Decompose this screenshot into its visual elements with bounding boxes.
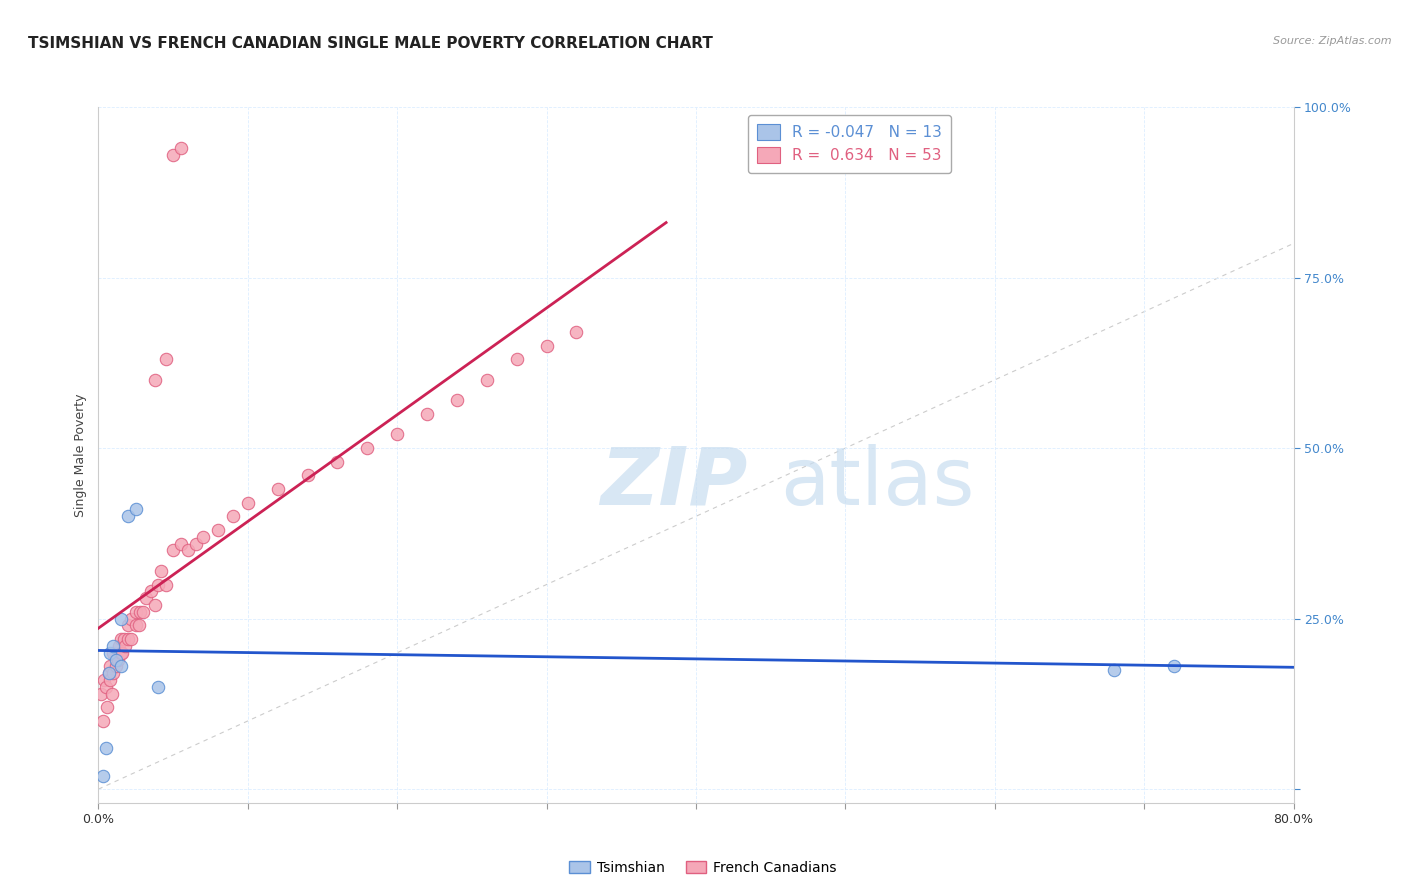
Point — [184, 536, 207, 550]
Point — [143, 373, 166, 387]
Point — [112, 632, 135, 646]
Point — [177, 543, 200, 558]
Point — [100, 673, 122, 687]
Point — [125, 618, 148, 632]
Point — [110, 659, 132, 673]
Point — [356, 441, 378, 455]
Point — [91, 768, 114, 782]
Point — [297, 468, 319, 483]
Text: Source: ZipAtlas.com: Source: ZipAtlas.com — [1274, 36, 1392, 45]
Point — [97, 666, 120, 681]
Point — [107, 652, 129, 666]
Point — [129, 605, 152, 619]
Point — [128, 618, 150, 632]
Point — [148, 680, 170, 694]
Point — [267, 482, 290, 496]
Point — [120, 612, 142, 626]
Point — [155, 352, 177, 367]
Point — [100, 659, 122, 673]
Point — [475, 373, 498, 387]
Point — [125, 605, 148, 619]
Point — [94, 741, 117, 756]
Point — [385, 427, 409, 442]
Legend: Tsimshian, French Canadians: Tsimshian, French Canadians — [564, 855, 842, 880]
Point — [162, 543, 184, 558]
Point — [103, 666, 125, 681]
Y-axis label: Single Male Poverty: Single Male Poverty — [73, 393, 87, 516]
Point — [139, 584, 162, 599]
Point — [506, 352, 529, 367]
Point — [148, 577, 170, 591]
Point — [96, 700, 118, 714]
Point — [120, 632, 142, 646]
Point — [110, 632, 132, 646]
Point — [222, 509, 245, 524]
Point — [114, 639, 136, 653]
Point — [132, 605, 155, 619]
Point — [90, 687, 112, 701]
Point — [110, 612, 132, 626]
Point — [162, 148, 184, 162]
Point — [150, 564, 173, 578]
Point — [446, 393, 468, 408]
Point — [135, 591, 157, 606]
Point — [125, 502, 148, 516]
Point — [105, 659, 128, 673]
Point — [103, 646, 125, 660]
Point — [97, 666, 120, 681]
Point — [191, 530, 214, 544]
Point — [326, 455, 349, 469]
Point — [1163, 659, 1185, 673]
Point — [91, 714, 114, 728]
Point — [143, 598, 166, 612]
Point — [155, 577, 177, 591]
Point — [105, 652, 128, 666]
Point — [101, 687, 124, 701]
Text: ZIP: ZIP — [600, 443, 748, 522]
Point — [117, 618, 139, 632]
Point — [1104, 663, 1126, 677]
Point — [536, 339, 558, 353]
Point — [565, 325, 588, 339]
Point — [100, 646, 122, 660]
Point — [169, 141, 191, 155]
Point — [108, 639, 131, 653]
Point — [236, 496, 259, 510]
Point — [103, 639, 125, 653]
Point — [416, 407, 439, 421]
Text: TSIMSHIAN VS FRENCH CANADIAN SINGLE MALE POVERTY CORRELATION CHART: TSIMSHIAN VS FRENCH CANADIAN SINGLE MALE… — [28, 36, 713, 51]
Point — [110, 646, 132, 660]
Point — [117, 509, 139, 524]
Point — [111, 646, 134, 660]
Point — [94, 680, 117, 694]
Point — [207, 523, 229, 537]
Point — [169, 536, 191, 550]
Point — [117, 632, 139, 646]
Point — [93, 673, 115, 687]
Text: atlas: atlas — [779, 443, 974, 522]
Legend: R = -0.047   N = 13, R =  0.634   N = 53: R = -0.047 N = 13, R = 0.634 N = 53 — [748, 115, 952, 173]
